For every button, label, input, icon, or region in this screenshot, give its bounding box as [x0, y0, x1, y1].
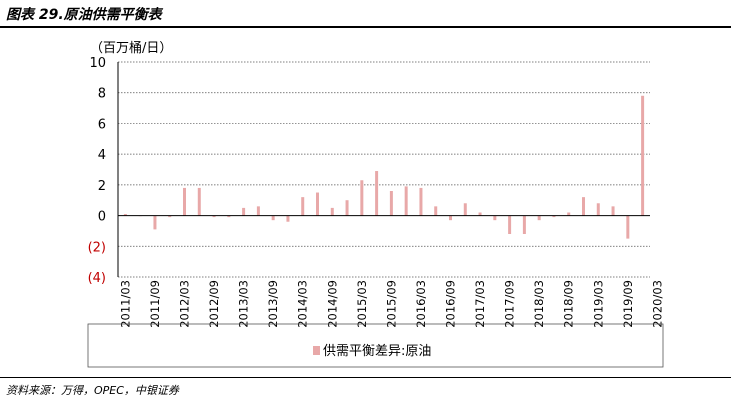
x-tick-labels: 2011/03 2011/09 2012/03 2012/09 2013/03 2013/…	[118, 280, 664, 328]
x-tick-label: 2013/03	[237, 280, 251, 328]
x-tick-label: 2015/09	[384, 280, 398, 328]
y-tick-label: 0	[98, 210, 106, 225]
bar	[611, 206, 615, 216]
x-tick-label: 2019/09	[621, 280, 635, 328]
bar	[522, 215, 526, 234]
bar	[242, 207, 246, 216]
bar	[567, 212, 571, 216]
bar	[493, 215, 497, 221]
footer-rule	[0, 377, 731, 378]
x-tick-label: 2012/03	[178, 280, 192, 328]
x-tick-label: 2011/03	[118, 280, 132, 328]
bar-chart: （百万桶/日） 10 8 6 4 2 0 (2) (4) 2011/03 2011/09 2012…	[87, 41, 664, 368]
bar	[434, 206, 438, 216]
legend-box	[87, 323, 664, 368]
bar	[463, 203, 467, 216]
bar	[197, 187, 201, 216]
bar	[360, 180, 364, 216]
bar	[582, 197, 585, 216]
bar	[212, 215, 216, 218]
legend-swatch	[313, 346, 320, 355]
x-tick-label: 2017/09	[503, 280, 517, 328]
y-tick-label: 4	[98, 148, 106, 163]
legend-label: 供需平衡差异:原油	[323, 344, 431, 359]
x-tick-label: 2018/03	[532, 280, 546, 328]
bar	[316, 192, 319, 216]
x-tick-label: 2015/03	[355, 280, 369, 328]
bar	[449, 215, 452, 221]
title-underline	[0, 26, 731, 28]
bar	[404, 186, 408, 216]
bars	[123, 95, 645, 239]
bar	[626, 215, 630, 239]
y-axis-unit: （百万桶/日）	[90, 41, 172, 56]
bar	[330, 207, 334, 216]
bar	[286, 215, 290, 222]
bar	[183, 187, 186, 216]
bar	[345, 200, 349, 216]
bar	[508, 215, 512, 234]
x-tick-label: 2011/09	[148, 280, 162, 328]
bar	[301, 197, 305, 216]
bar	[478, 212, 482, 216]
x-tick-label: 2014/09	[325, 280, 339, 328]
bar	[596, 203, 600, 216]
source-note: 资料来源：万得，OPEC，中银证券	[6, 384, 179, 397]
x-tick-label: 2016/09	[444, 280, 458, 328]
x-tick-label: 2017/03	[473, 280, 487, 328]
y-tick-label: (2)	[88, 240, 106, 255]
x-tick-label: 2018/09	[562, 280, 576, 328]
x-tick-label: 2013/09	[266, 280, 280, 328]
bar	[256, 206, 260, 216]
y-tick-label: 8	[98, 87, 106, 102]
bar	[641, 95, 645, 216]
bar	[389, 191, 393, 216]
gridlines	[118, 61, 650, 278]
figure-title: 图表 29.原油供需平衡表	[6, 7, 162, 23]
y-tick-label: (4)	[88, 271, 106, 286]
bar	[552, 215, 556, 218]
bar	[123, 214, 127, 216]
y-tick-label: 10	[89, 56, 106, 71]
x-tick-label: 2016/03	[414, 280, 428, 328]
x-tick-label: 2012/09	[207, 280, 221, 328]
bar	[271, 215, 275, 221]
bar	[153, 215, 157, 230]
y-tick-labels: 10 8 6 4 2 0 (2) (4)	[88, 56, 106, 286]
x-tick-label: 2014/03	[296, 280, 310, 328]
y-tick-label: 6	[98, 117, 106, 132]
bar	[537, 215, 541, 221]
bar	[168, 215, 172, 218]
x-tick-label: 2020/03	[650, 280, 664, 328]
y-tick-label: 2	[98, 179, 106, 194]
bar	[227, 215, 231, 218]
bar	[419, 187, 423, 216]
bar	[375, 171, 379, 216]
x-tick-label: 2019/03	[591, 280, 605, 328]
